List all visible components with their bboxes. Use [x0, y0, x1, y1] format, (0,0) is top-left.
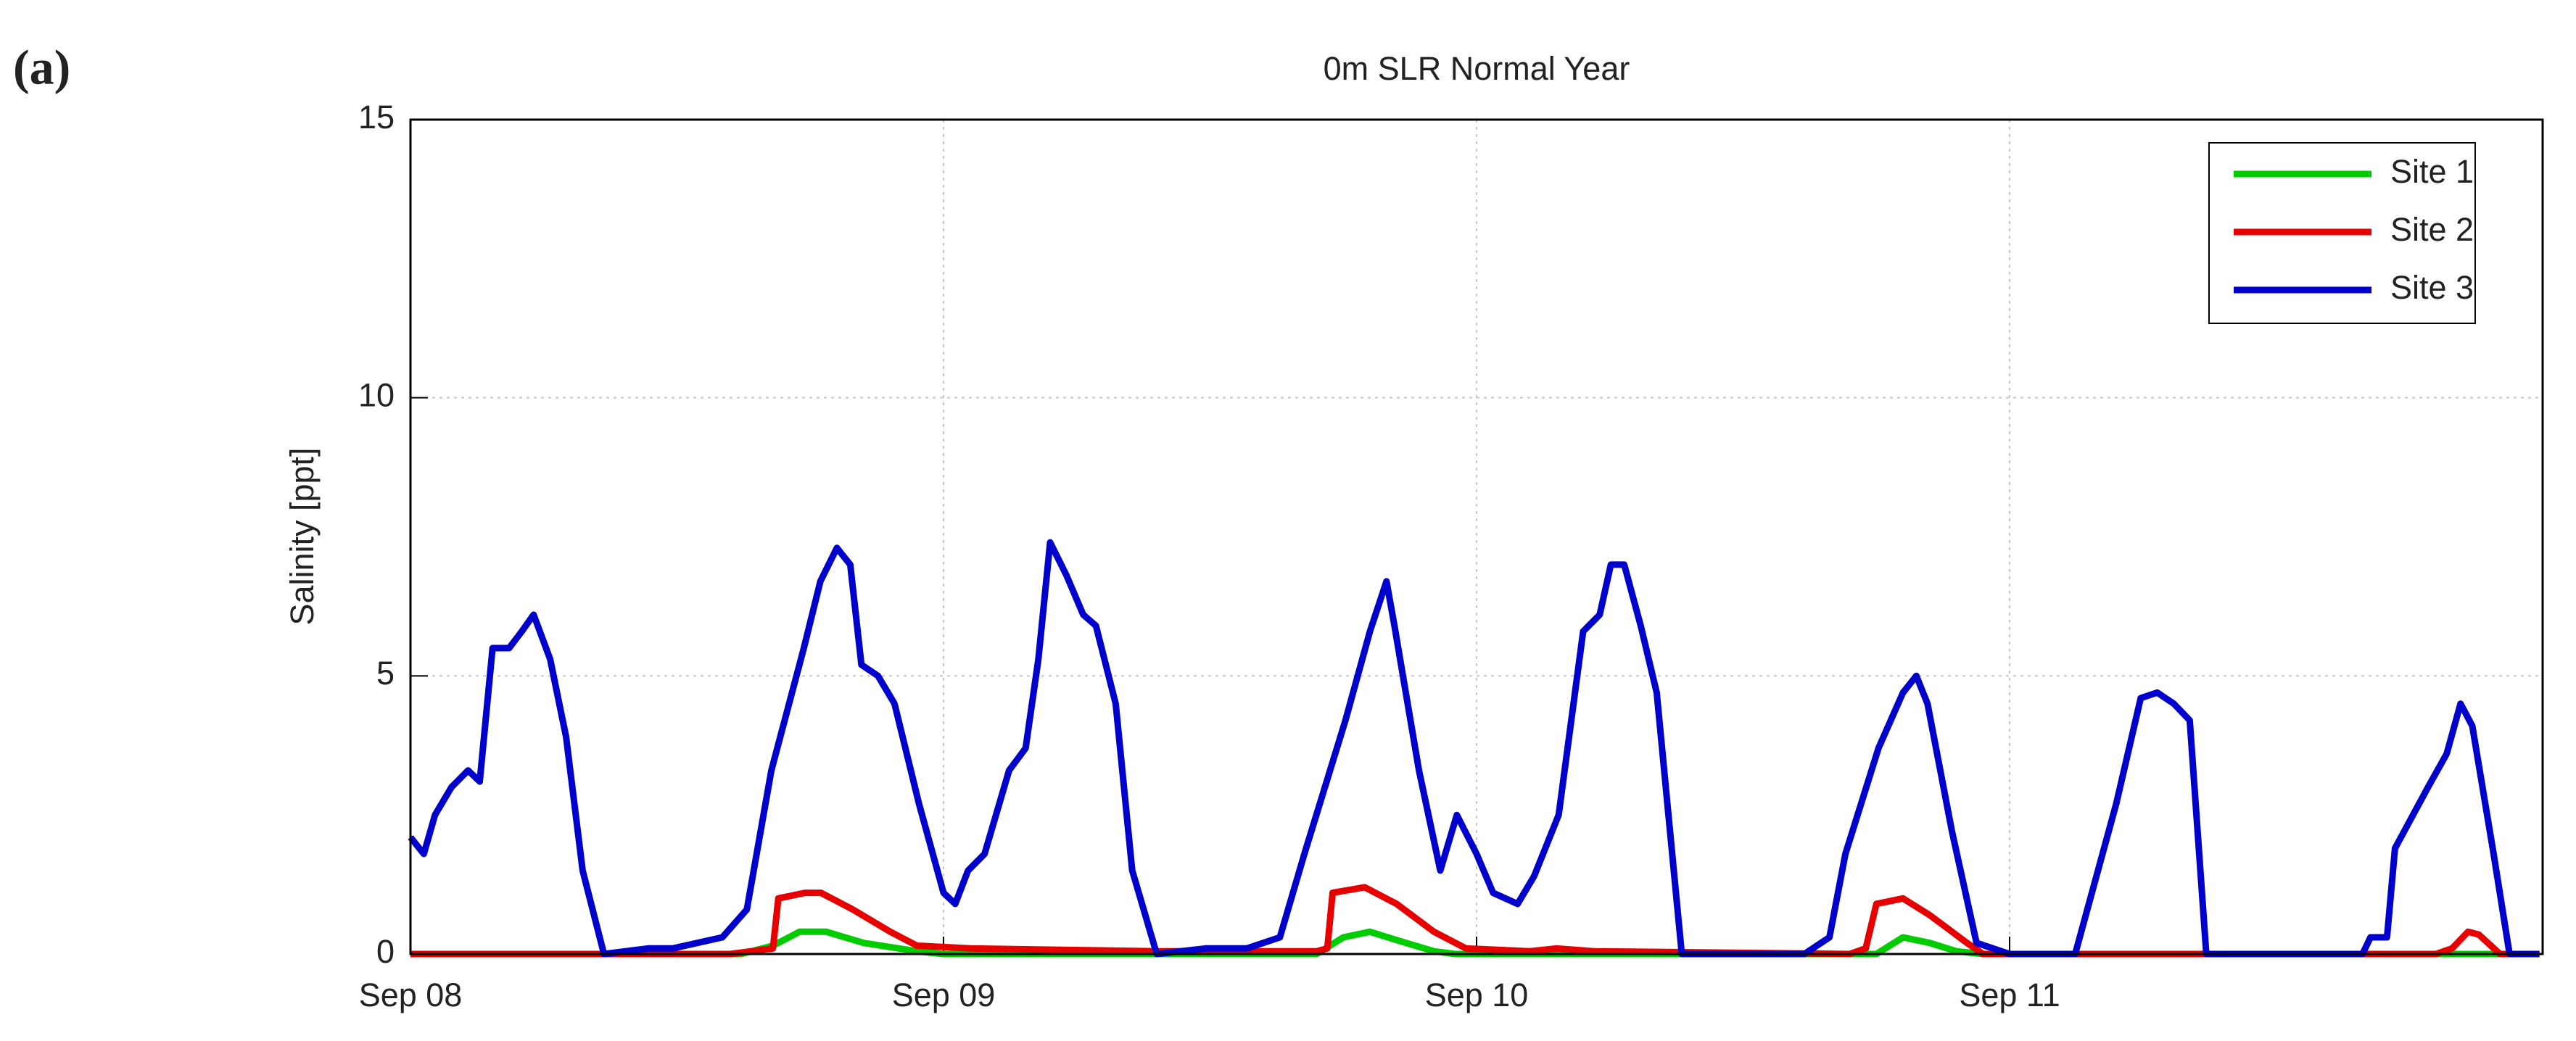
legend-label: Site 1	[2390, 153, 2474, 190]
y-axis-label: Salinity [ppt]	[284, 447, 321, 625]
series-line	[408, 539, 2540, 958]
panel-label: (a)	[13, 40, 70, 95]
legend-label: Site 3	[2390, 269, 2474, 306]
x-tick-label: Sep 08	[359, 976, 463, 1013]
y-tick-label: 15	[358, 99, 395, 136]
y-tick-label: 0	[376, 933, 395, 970]
chart-title: 0m SLR Normal Year	[1324, 50, 1630, 87]
x-tick-label: Sep 10	[1425, 976, 1529, 1013]
plot-frame	[409, 118, 2544, 955]
y-tick-label: 5	[376, 655, 395, 692]
legend-label: Site 2	[2390, 211, 2474, 248]
series-line	[410, 928, 2540, 958]
y-tick-label: 10	[358, 377, 395, 414]
x-tick-label: Sep 11	[1959, 976, 2060, 1013]
x-tick-label: Sep 09	[892, 976, 996, 1013]
